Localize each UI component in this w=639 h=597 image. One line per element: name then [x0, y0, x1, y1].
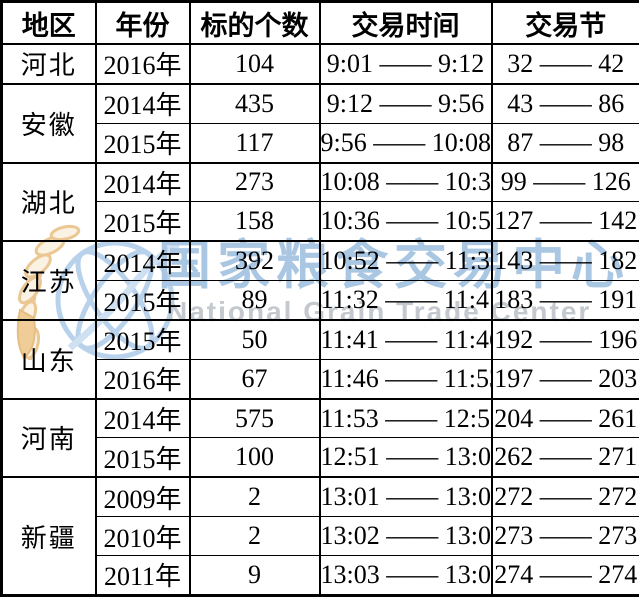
region-cell: 江苏 [0, 240, 97, 321]
trade-time-cell: 12:51 —— 13:01 [318, 437, 493, 478]
header-row: 地区 年份 标的个数 交易时间 交易节 [0, 1, 639, 45]
trade-session-cell: 274 —— 274 [490, 554, 639, 597]
lot-count-cell: 104 [188, 43, 321, 85]
table-row: 新疆 2009年 2 13:01 —— 13:02 272 —— 272 [0, 476, 639, 597]
table-row: 2016年 67 11:46 —— 11:53 197 —— 203 [2, 358, 639, 400]
trade-time-cell: 9:12 —— 9:56 [318, 82, 493, 124]
year-cell: 2014年 [94, 397, 191, 439]
trade-time-cell: 13:03 —— 13:04 [318, 554, 493, 597]
lot-count-cell: 273 [188, 161, 321, 203]
table-row: 2010年 2 13:02 —— 13:03 273 —— 273 [2, 516, 639, 556]
trade-time-cell: 11:46 —— 11:53 [318, 358, 493, 400]
trade-session-cell: 32 —— 42 [490, 43, 639, 85]
year-cell: 2016年 [94, 358, 191, 400]
trade-time-cell: 9:56 —— 10:08 [318, 122, 493, 164]
trade-session-cell: 192 —— 196 [490, 318, 639, 360]
lot-count-cell: 89 [188, 280, 321, 321]
lot-count-cell: 575 [188, 397, 321, 439]
table-row: 河南 2014年 575 11:53 —— 12:51 204 —— 261 [0, 397, 639, 478]
col-header-session: 交易节 [490, 1, 639, 45]
trade-session-cell: 87 —— 98 [490, 122, 639, 164]
trade-time-cell: 11:41 —— 11:46 [318, 318, 493, 360]
year-cell: 2015年 [94, 122, 191, 164]
region-cell: 河北 [0, 43, 97, 85]
lot-count-cell: 435 [188, 82, 321, 124]
table-row: 山东 2015年 50 11:41 —— 11:46 192 —— 196 [0, 318, 639, 400]
region-cell: 河南 [0, 397, 97, 478]
trade-time-cell: 10:36 —— 10:52 [318, 201, 493, 242]
table-row: 2015年 117 9:56 —— 10:08 87 —— 98 [2, 122, 639, 164]
year-cell: 2014年 [94, 82, 191, 124]
year-cell: 2015年 [94, 318, 191, 360]
trade-time-cell: 11:32 —— 11:41 [318, 280, 493, 321]
table-row: 2015年 100 12:51 —— 13:01 262 —— 271 [2, 437, 639, 478]
year-cell: 2011年 [94, 554, 191, 597]
year-cell: 2009年 [94, 476, 191, 518]
lot-count-cell: 117 [188, 122, 321, 164]
table-row: 湖北 2014年 273 10:08 —— 10:36 99 —— 126 [0, 161, 639, 242]
trade-time-cell: 9:01 —— 9:12 [318, 43, 493, 85]
table-row: 河北 2016年 104 9:01 —— 9:12 32 —— 42 [0, 43, 639, 85]
year-cell: 2015年 [94, 280, 191, 321]
trade-time-cell: 10:08 —— 10:36 [318, 161, 493, 203]
year-cell: 2010年 [94, 516, 191, 556]
lot-count-cell: 100 [188, 437, 321, 478]
year-cell: 2015年 [94, 201, 191, 242]
table-body: 河北 2016年 104 9:01 —— 9:12 32 —— 42 安徽 2014年 435… [0, 43, 639, 597]
year-cell: 2014年 [94, 161, 191, 203]
trade-session-cell: 197 —— 203 [490, 358, 639, 400]
table-row: 安徽 2014年 435 9:12 —— 9:56 43 —— 86 [0, 82, 639, 164]
year-cell: 2016年 [94, 43, 191, 85]
table-row: 2011年 9 13:03 —— 13:04 274 —— 274 [2, 554, 639, 597]
lot-count-cell: 50 [188, 318, 321, 360]
trade-time-cell: 13:01 —— 13:02 [318, 476, 493, 518]
trade-session-cell: 262 —— 271 [490, 437, 639, 478]
table-row: 2015年 158 10:36 —— 10:52 127 —— 142 [2, 201, 639, 242]
region-cell: 山东 [0, 318, 97, 400]
lot-count-cell: 2 [188, 516, 321, 556]
lot-count-cell: 158 [188, 201, 321, 242]
region-cell: 新疆 [0, 476, 97, 597]
col-header-region: 地区 [0, 1, 97, 45]
trade-session-cell: 273 —— 273 [490, 516, 639, 556]
trade-session-cell: 204 —— 261 [490, 397, 639, 439]
region-cell: 安徽 [0, 82, 97, 164]
trade-session-cell: 272 —— 272 [490, 476, 639, 518]
trade-time-cell: 11:53 —— 12:51 [318, 397, 493, 439]
trade-session-cell: 127 —— 142 [490, 201, 639, 242]
lot-count-cell: 67 [188, 358, 321, 400]
trade-time-cell: 13:02 —— 13:03 [318, 516, 493, 556]
year-cell: 2014年 [94, 240, 191, 282]
col-header-time: 交易时间 [318, 1, 493, 45]
col-header-lots: 标的个数 [188, 1, 321, 45]
lot-count-cell: 392 [188, 240, 321, 282]
trade-session-cell: 99 —— 126 [490, 161, 639, 203]
year-cell: 2015年 [94, 437, 191, 478]
trade-session-cell: 143 —— 182 [490, 240, 639, 282]
trade-session-cell: 183 —— 191 [490, 280, 639, 321]
lot-count-cell: 9 [188, 554, 321, 597]
trade-time-cell: 10:52 —— 11:32 [318, 240, 493, 282]
table-row: 2015年 89 11:32 —— 11:41 183 —— 191 [2, 280, 639, 321]
trade-session-cell: 43 —— 86 [490, 82, 639, 124]
lot-count-cell: 2 [188, 476, 321, 518]
col-header-year: 年份 [94, 1, 191, 45]
table-row: 江苏 2014年 392 10:52 —— 11:32 143 —— 182 [0, 240, 639, 321]
region-cell: 湖北 [0, 161, 97, 242]
